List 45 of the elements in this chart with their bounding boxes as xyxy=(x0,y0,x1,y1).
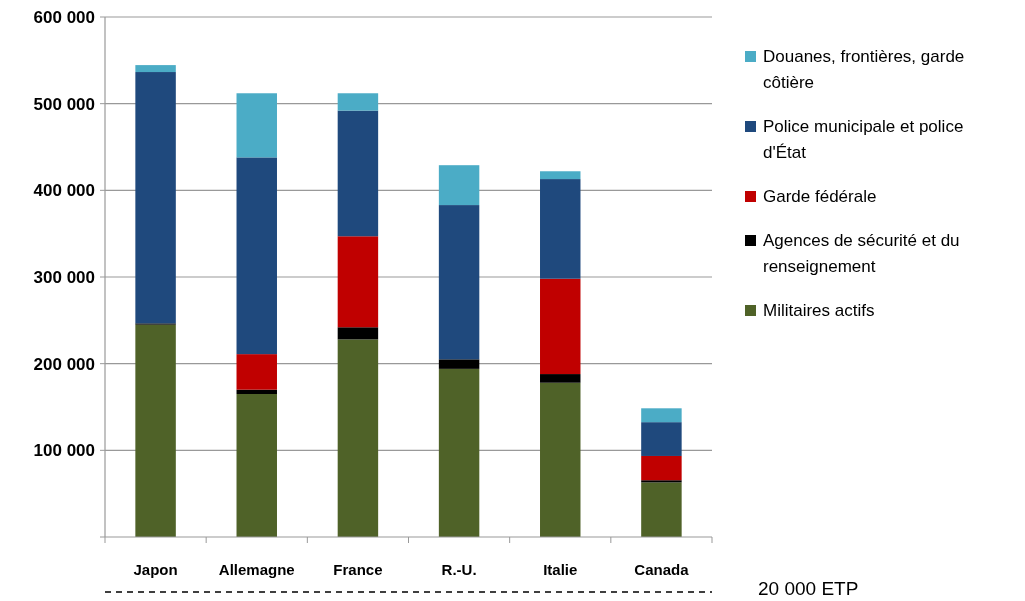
legend-label: Agences de sécurité et du renseignement xyxy=(763,231,960,276)
bar xyxy=(540,374,581,383)
y-tick-label: 300 000 xyxy=(33,267,95,287)
bar xyxy=(540,382,581,537)
bar xyxy=(135,72,176,324)
bar xyxy=(438,359,480,369)
bar xyxy=(641,408,682,423)
x-tick-label: Japon xyxy=(133,561,178,578)
x-tick-label: Canada xyxy=(634,561,690,578)
bar xyxy=(438,165,480,206)
bar xyxy=(641,455,682,481)
bar xyxy=(641,480,682,483)
bar xyxy=(337,110,379,237)
bar xyxy=(337,93,379,111)
y-tick-label: 500 000 xyxy=(33,94,95,114)
y-tick-label: 600 000 xyxy=(33,7,95,27)
bar xyxy=(236,389,277,394)
bar xyxy=(438,205,480,360)
bar xyxy=(236,93,277,158)
bar xyxy=(540,171,581,180)
bar xyxy=(337,339,379,537)
y-tick-label: 100 000 xyxy=(33,441,95,461)
bar xyxy=(641,482,682,537)
legend-label: Police municipale et police d'État xyxy=(763,117,964,162)
bar xyxy=(135,324,176,537)
x-tick-label: France xyxy=(333,561,383,578)
legend-label: Militaires actifs xyxy=(763,301,875,320)
legend-label: Douanes, frontières, garde côtière xyxy=(763,47,965,92)
bar xyxy=(337,327,379,340)
bar xyxy=(236,157,277,355)
bar xyxy=(236,354,277,390)
bar xyxy=(641,422,682,456)
x-tick-label: R.-U. xyxy=(441,561,477,578)
bar xyxy=(438,368,480,537)
x-tick-label: Italie xyxy=(543,561,578,578)
text: 20 000 ETP xyxy=(758,578,859,599)
bar xyxy=(337,236,379,328)
bar xyxy=(135,65,176,73)
bar xyxy=(540,179,581,279)
legend-label: Garde fédérale xyxy=(763,187,877,206)
y-tick-label: 400 000 xyxy=(33,181,95,201)
bar xyxy=(540,278,581,375)
x-tick-label: Allemagne xyxy=(218,561,295,578)
y-tick-label: 200 000 xyxy=(33,354,95,374)
bar xyxy=(236,394,277,537)
